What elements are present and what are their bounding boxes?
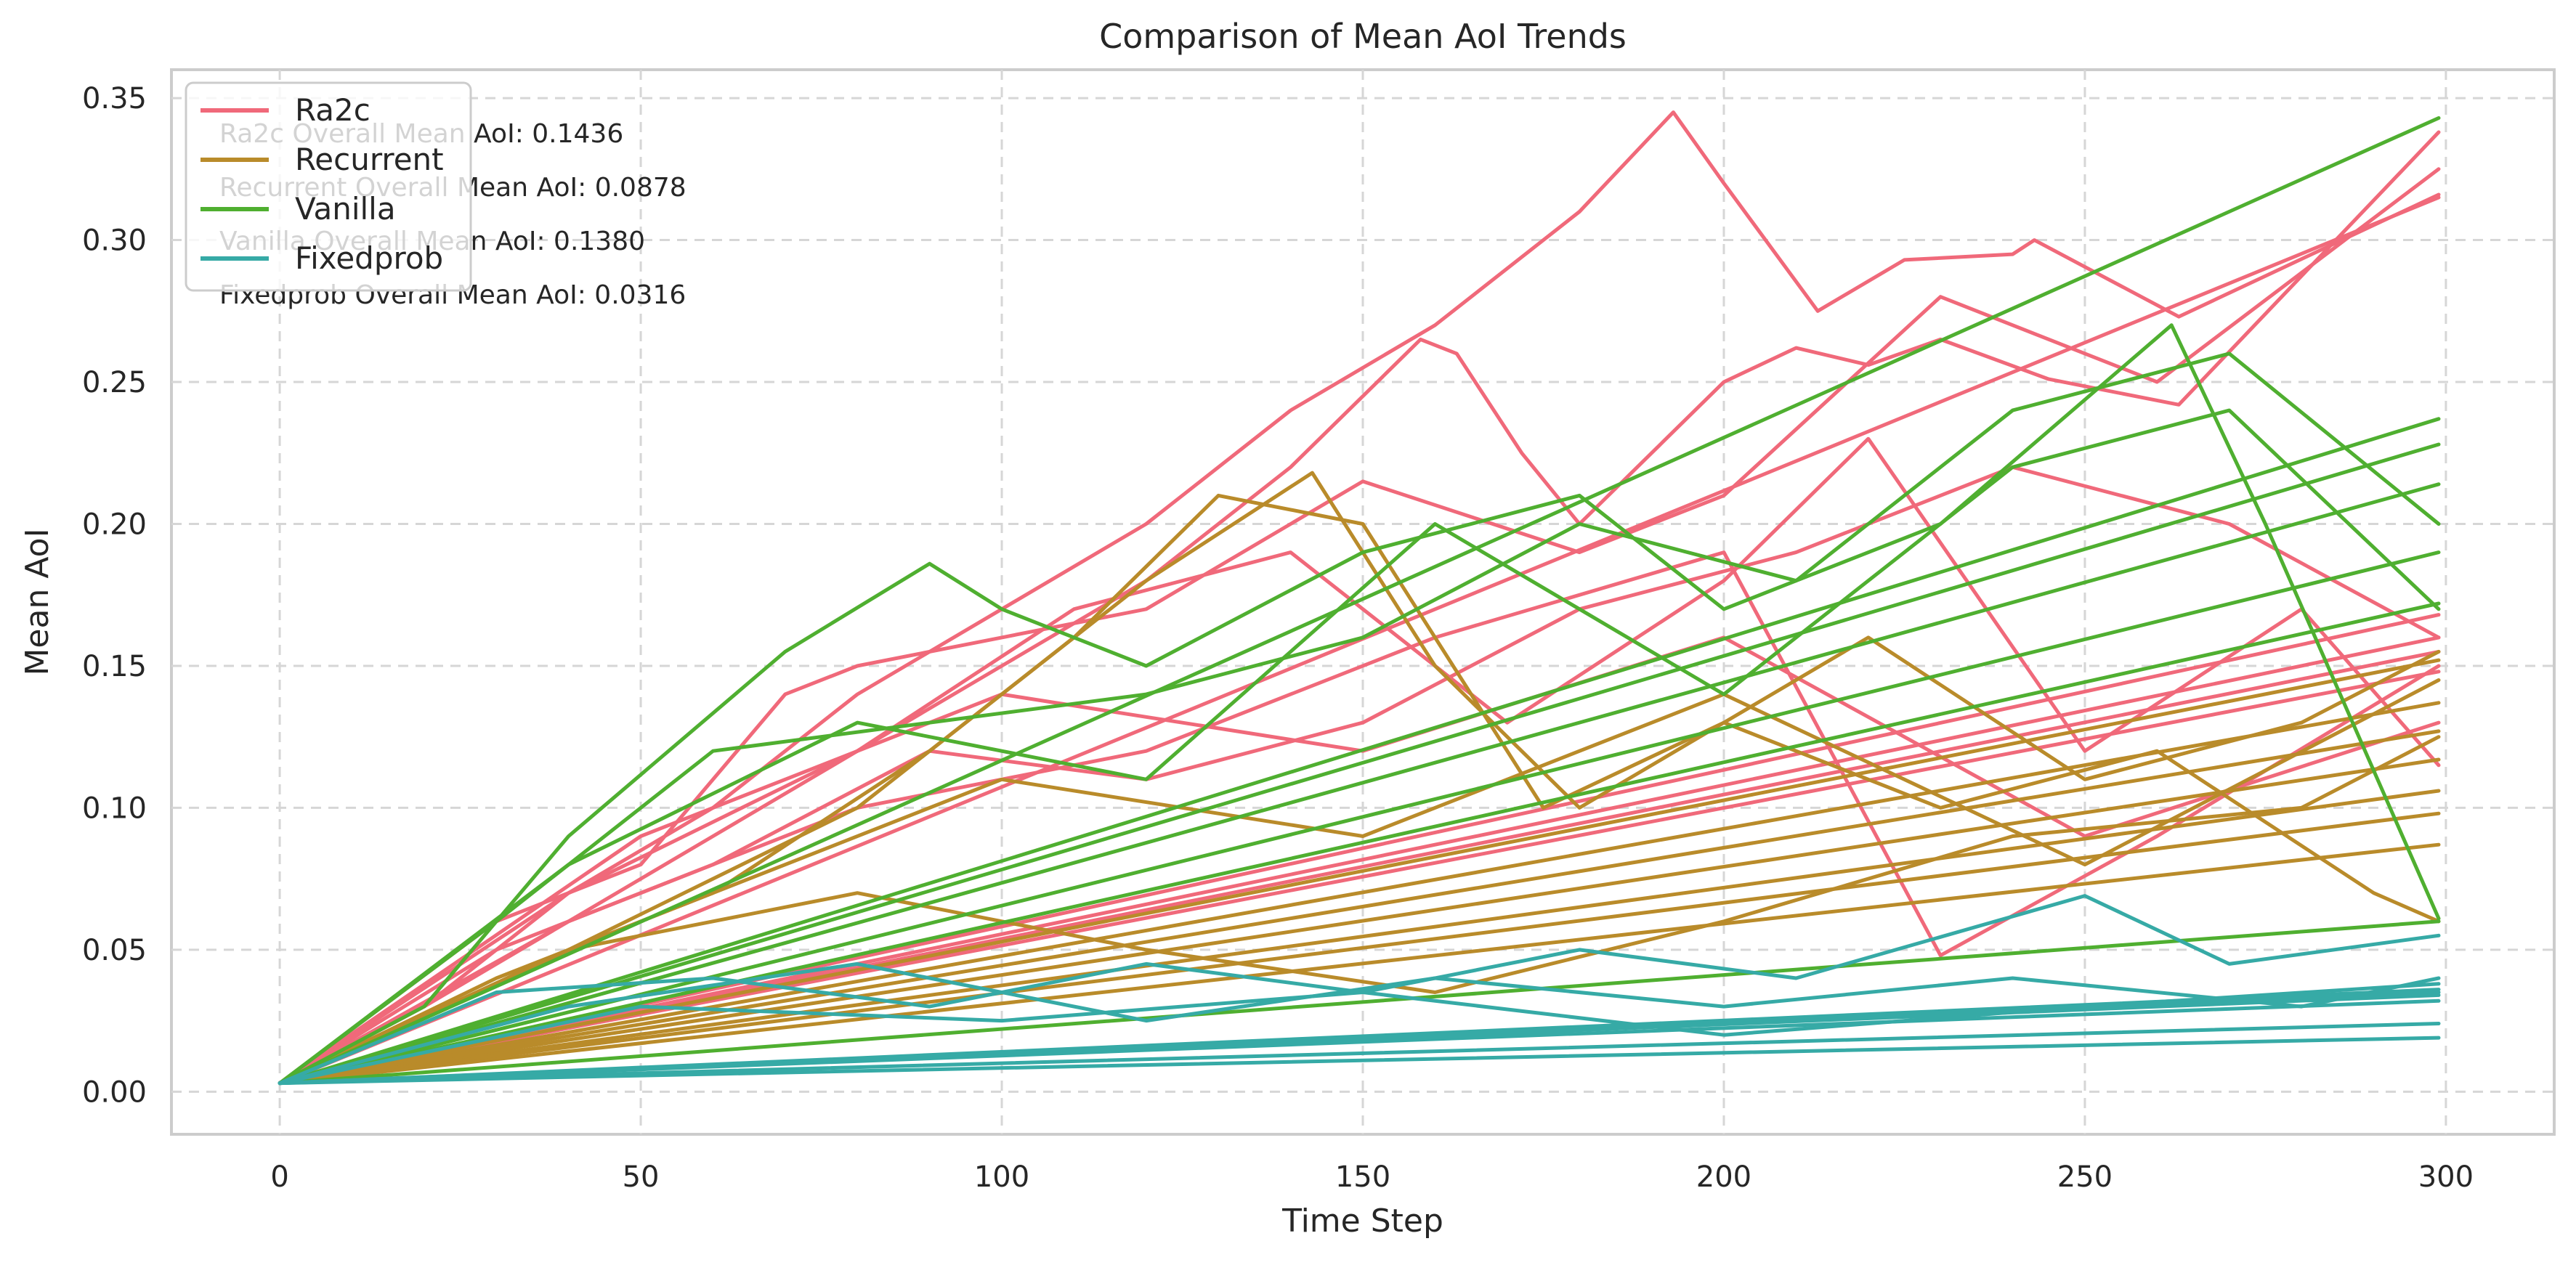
legend: Ra2c Recurrent Vanilla Fixedprob [185, 81, 472, 292]
legend-label: Ra2c [295, 92, 370, 128]
series-line-vanilla [278, 601, 2441, 1086]
x-tick-label: 0 [270, 1160, 288, 1194]
series-line-recurrent [278, 701, 2441, 1086]
legend-label: Vanilla [295, 191, 396, 227]
x-tick-label: 250 [2057, 1160, 2113, 1194]
x-tick-label: 200 [1696, 1160, 1751, 1194]
series-line-vanilla [278, 323, 2441, 1086]
x-tick-label: 300 [2418, 1160, 2474, 1194]
series-line-recurrent [278, 735, 2441, 1086]
series-line-fixedprob [278, 998, 2441, 1086]
x-tick-label: 150 [1335, 1160, 1390, 1194]
y-tick-label: 0.10 [82, 792, 147, 825]
series-line-vanilla [278, 408, 2441, 1086]
y-axis-ticks: 0.00 0.05 0.10 0.15 0.20 0.25 0.30 0.35 [82, 82, 147, 1109]
series-line-vanilla [278, 919, 2441, 1086]
series-line-ra2c [278, 436, 2441, 1086]
series-line-vanilla [278, 351, 2441, 1086]
series-line-vanilla [278, 116, 2441, 1086]
series-line-recurrent [278, 757, 2441, 1086]
series-line-ra2c [278, 110, 2441, 1086]
series-line-fixedprob [278, 1022, 2441, 1086]
series-line-recurrent [278, 789, 2441, 1086]
series-line-ra2c [278, 635, 2441, 1086]
chart-title: Comparison of Mean AoI Trends [1099, 17, 1627, 56]
series-line-ra2c [278, 167, 2441, 1086]
legend-label: Fixedprob [295, 240, 443, 276]
legend-box [185, 81, 472, 292]
y-tick-label: 0.05 [82, 934, 147, 967]
x-tick-label: 100 [974, 1160, 1029, 1194]
series-line-vanilla [278, 442, 2441, 1086]
series-line-recurrent [278, 493, 2441, 1086]
series-lines [278, 110, 2441, 1086]
y-axis-label: Mean AoI [19, 528, 56, 675]
y-tick-label: 0.25 [82, 366, 147, 399]
y-tick-label: 0.15 [82, 650, 147, 683]
series-line-recurrent [278, 729, 2441, 1086]
y-tick-label: 0.30 [82, 224, 147, 258]
x-axis-ticks: 0 50 100 150 200 250 300 [270, 1160, 2474, 1194]
series-line-recurrent [278, 811, 2441, 1086]
y-tick-label: 0.35 [82, 82, 147, 115]
x-tick-label: 50 [623, 1160, 660, 1194]
series-line-vanilla [278, 417, 2441, 1086]
x-axis-label: Time Step [1281, 1203, 1443, 1240]
series-line-recurrent [278, 658, 2441, 1086]
legend-label: Recurrent [295, 142, 444, 177]
y-tick-label: 0.00 [82, 1075, 147, 1109]
series-line-fixedprob [278, 1036, 2441, 1086]
series-line-fixedprob [278, 988, 2441, 1086]
series-line-fixedprob [278, 982, 2441, 1086]
y-tick-label: 0.20 [82, 508, 147, 541]
series-line-recurrent [278, 842, 2441, 1086]
